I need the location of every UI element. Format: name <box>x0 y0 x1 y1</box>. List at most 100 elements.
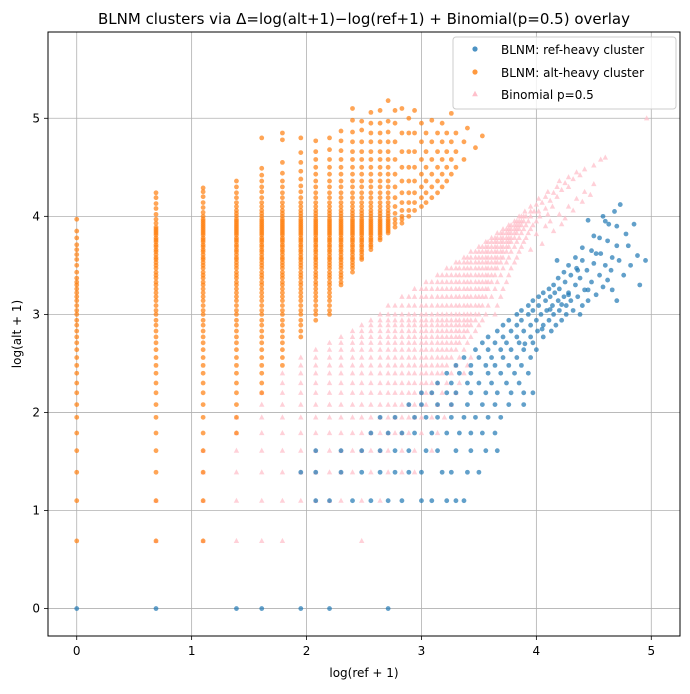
binomial-point <box>476 322 482 328</box>
alt-heavy-point <box>350 269 355 275</box>
alt-heavy-point <box>280 178 285 184</box>
alt-heavy-point <box>406 208 412 213</box>
alt-heavy-point <box>327 184 332 190</box>
binomial-point <box>423 302 429 308</box>
binomial-point <box>429 447 435 453</box>
alt-heavy-point <box>350 204 355 209</box>
binomial-point <box>326 362 333 368</box>
binomial-point <box>485 259 491 265</box>
binomial-point <box>472 328 479 334</box>
ref-heavy-point <box>540 322 546 328</box>
binomial-point <box>298 497 304 503</box>
binomial-point <box>476 254 482 260</box>
alt-heavy-point <box>327 164 332 170</box>
binomial-point <box>453 302 459 308</box>
binomial-point <box>439 279 445 285</box>
ref-heavy-point <box>473 347 478 353</box>
binomial-point <box>392 380 398 386</box>
ref-heavy-point <box>614 298 620 304</box>
binomial-point <box>439 285 445 291</box>
alt-heavy-point <box>298 189 304 195</box>
alt-heavy-point <box>234 195 239 201</box>
ref-heavy-point <box>483 390 489 396</box>
ref-heavy-point <box>605 238 611 244</box>
alt-heavy-point <box>423 200 429 206</box>
ref-heavy-point <box>516 380 522 386</box>
ref-heavy-point <box>551 282 556 288</box>
ref-heavy-point <box>559 317 565 323</box>
alt-heavy-point <box>74 322 80 328</box>
alt-heavy-point <box>338 138 344 144</box>
alt-heavy-point <box>313 269 319 275</box>
binomial-point <box>385 370 391 376</box>
alt-heavy-point <box>399 106 405 111</box>
alt-heavy-point <box>153 211 159 217</box>
binomial-point <box>570 207 576 213</box>
binomial-point <box>500 243 506 249</box>
ref-heavy-point <box>498 370 504 376</box>
alt-heavy-point <box>406 115 412 121</box>
alt-heavy-point <box>234 390 239 396</box>
ref-heavy-point <box>506 362 512 368</box>
binomial-point <box>542 205 549 211</box>
ref-heavy-point <box>553 322 559 328</box>
binomial-point <box>406 317 412 323</box>
plot-frame <box>47 31 681 637</box>
ref-heavy-point <box>536 303 542 308</box>
alt-heavy-point <box>200 402 206 407</box>
legend: BLNM: ref-heavy cluster BLNM: alt-heavy … <box>452 36 677 110</box>
alt-heavy-point <box>200 370 206 376</box>
ref-heavy-point <box>444 498 450 504</box>
ref-heavy-point <box>500 322 506 328</box>
alt-heavy-point <box>359 178 365 184</box>
alt-heavy-point <box>359 157 365 162</box>
binomial-point <box>456 339 463 345</box>
binomial-point <box>411 389 418 395</box>
binomial-point <box>399 328 405 334</box>
binomial-point <box>464 328 471 334</box>
binomial-point <box>279 447 286 453</box>
alt-heavy-point <box>327 279 332 285</box>
alt-heavy-point <box>350 178 355 184</box>
binomial-point <box>233 469 240 475</box>
binomial-point <box>439 339 445 345</box>
alt-heavy-point <box>350 149 355 155</box>
binomial-point <box>392 362 398 368</box>
ref-heavy-point <box>536 294 542 300</box>
binomial-point <box>338 389 344 395</box>
binomial-point <box>453 317 459 323</box>
alt-heavy-point <box>153 279 159 285</box>
ref-heavy-point <box>519 308 524 313</box>
alt-heavy-point <box>200 185 206 191</box>
binomial-point <box>429 279 435 285</box>
binomial-point <box>468 302 474 308</box>
ref-heavy-point <box>412 430 417 436</box>
ref-heavy-point <box>313 448 319 454</box>
alt-heavy-point <box>153 216 159 222</box>
binomial-point <box>439 322 445 328</box>
binomial-point <box>518 243 525 249</box>
binomial-point <box>511 234 518 241</box>
alt-heavy-point <box>412 108 417 113</box>
alt-heavy-point <box>327 157 332 162</box>
ref-heavy-point <box>485 334 491 340</box>
binomial-point <box>533 230 540 237</box>
alt-heavy-point <box>74 469 80 475</box>
binomial-point <box>439 346 445 352</box>
binomial-point <box>565 203 572 209</box>
binomial-point <box>573 169 580 175</box>
binomial-point <box>522 208 528 214</box>
ref-heavy-point <box>530 390 536 396</box>
binomial-point <box>464 322 471 328</box>
alt-heavy-point <box>234 200 239 206</box>
ref-heavy-point <box>616 258 622 263</box>
alt-heavy-point <box>419 139 424 145</box>
binomial-point <box>359 362 365 368</box>
ref-heavy-point <box>570 308 576 313</box>
ref-heavy-point <box>435 402 440 407</box>
ref-heavy-point <box>492 362 498 368</box>
binomial-point <box>377 333 383 340</box>
alt-heavy-point <box>327 269 332 275</box>
alt-heavy-point <box>200 303 206 308</box>
binomial-point <box>643 115 650 121</box>
